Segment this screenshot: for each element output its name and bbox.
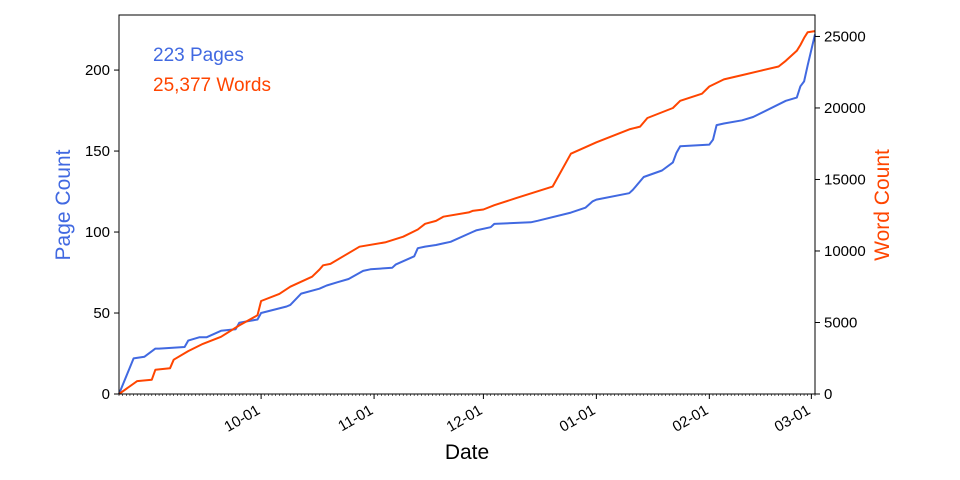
y-right-tick-label: 25000 <box>824 28 866 45</box>
y-axis-left-title: Page Count <box>52 149 75 260</box>
plot-area <box>118 30 816 395</box>
series-line-words <box>118 30 816 395</box>
y-axis-right-title: Word Count <box>871 149 894 261</box>
y-axis-page-count: 0 50 100 150 200 <box>85 62 119 403</box>
x-tick-label: 12-01 <box>444 402 486 436</box>
x-tick-label: 03-01 <box>772 402 814 436</box>
y-left-tick-label: 200 <box>85 62 110 79</box>
y-right-tick-label: 20000 <box>824 100 866 117</box>
pages-total-annotation: 223 Pages <box>153 45 244 66</box>
y-axis-word-count: 0 5000 10000 15000 20000 25000 <box>815 28 866 403</box>
words-total-annotation: 25,377 Words <box>153 75 271 96</box>
y-left-tick-label: 0 <box>102 386 110 403</box>
x-tick-label: 01-01 <box>557 402 599 436</box>
y-right-tick-label: 0 <box>824 386 832 403</box>
plot-frame <box>118 14 816 395</box>
x-axis: 10-01 11-01 12-01 01-01 02-01 03-01 <box>118 394 816 436</box>
y-right-tick-label: 15000 <box>824 171 866 188</box>
x-tick-label: 10-01 <box>221 402 263 436</box>
y-left-tick-label: 100 <box>85 224 110 241</box>
y-right-tick-label: 10000 <box>824 243 866 260</box>
y-left-tick-label: 150 <box>85 143 110 160</box>
y-left-tick-label: 50 <box>93 305 110 322</box>
y-right-tick-label: 5000 <box>824 314 857 331</box>
series-line-pages <box>118 34 816 395</box>
x-tick-label: 11-01 <box>335 402 376 435</box>
x-tick-label: 02-01 <box>670 402 712 436</box>
x-axis-title: Date <box>445 441 489 464</box>
